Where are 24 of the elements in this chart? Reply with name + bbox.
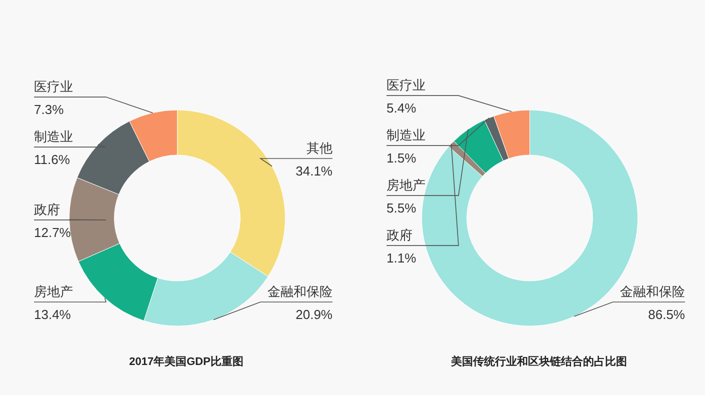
text: 美国传统行业和区块链结合的占比图 (450, 355, 627, 368)
data-label: 11.6% (34, 152, 70, 168)
data-label: 5.5% (386, 200, 417, 216)
data-label: 13.4% (34, 307, 72, 322)
data-label: 1.5% (386, 150, 417, 166)
slice-label: 房地产 (34, 284, 73, 299)
slice-label: 金融和保险 (620, 284, 685, 299)
data-label: 7.3% (34, 102, 64, 118)
data-label: 12.7% (34, 224, 72, 240)
data-label: 20.9% (296, 307, 333, 322)
data-label: 5.4% (386, 100, 417, 116)
slice-label: 政府 (34, 202, 60, 217)
slice-label: 制造业 (34, 129, 73, 144)
slice-label: 其他 (306, 140, 332, 156)
slice-label: 医疗业 (34, 79, 73, 94)
slice-label: 医疗业 (386, 78, 426, 93)
text: 2017年美国GDP比重图 (129, 355, 244, 368)
data-label: 34.1% (296, 164, 333, 179)
data-label: 1.1% (386, 250, 417, 266)
slice-label: 房地产 (386, 178, 426, 193)
data-label: 86.5% (648, 307, 686, 322)
slice-label: 制造业 (386, 128, 426, 143)
slice-label: 政府 (386, 228, 412, 243)
slice-label: 金融和保险 (268, 284, 332, 299)
